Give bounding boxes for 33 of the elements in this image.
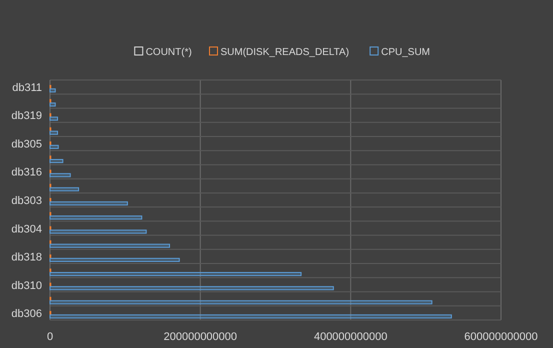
bar	[50, 116, 58, 121]
x-tick-label: 600000000000	[464, 331, 538, 343]
y-tick-label: db305	[11, 138, 42, 150]
bar	[50, 272, 302, 276]
bar	[50, 159, 64, 164]
bar	[50, 258, 180, 262]
y-tick-label: db316	[11, 166, 42, 179]
bar	[50, 286, 334, 290]
bar	[50, 230, 147, 234]
y-tick-label: db306	[11, 308, 42, 320]
legend-label: SUM(DISK_READS_DELTA)	[220, 47, 350, 58]
legend-label: CPU_SUM	[381, 47, 430, 58]
x-tick-label: 400000000000	[314, 331, 388, 343]
bar	[50, 173, 71, 178]
x-tick-label: 200000000000	[164, 331, 238, 343]
bar	[50, 144, 59, 149]
bar	[50, 201, 128, 206]
y-tick-label: db310	[11, 280, 42, 292]
bar	[50, 314, 452, 318]
bar	[50, 300, 432, 304]
y-tick-label: db318	[11, 252, 42, 264]
bar	[50, 130, 58, 135]
y-tick-label: db319	[11, 110, 42, 122]
y-tick-label: db304	[11, 223, 42, 236]
y-tick-label: db311	[12, 82, 42, 94]
legend-label: COUNT(*)	[146, 47, 192, 58]
bar	[50, 88, 56, 92]
bar	[50, 244, 170, 248]
bar	[50, 187, 80, 192]
x-tick-label: 0	[46, 331, 54, 343]
bar	[50, 102, 56, 107]
bar	[50, 216, 142, 220]
y-tick-label: db303	[11, 195, 42, 207]
